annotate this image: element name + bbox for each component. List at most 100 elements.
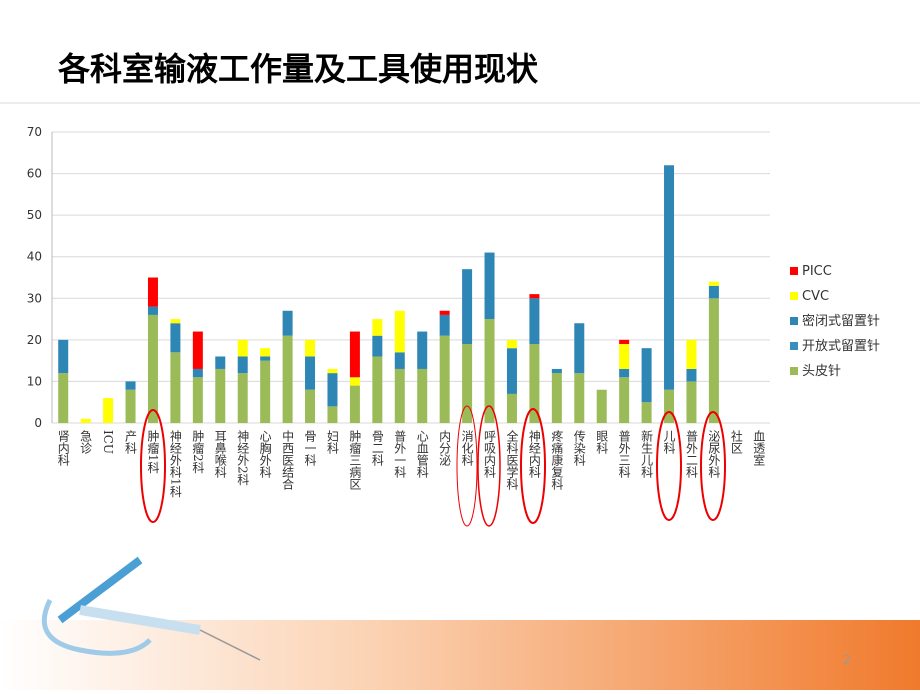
bar-segment — [125, 389, 136, 423]
legend-swatch — [790, 367, 798, 375]
bar-segment — [192, 331, 203, 369]
legend-swatch — [790, 267, 798, 275]
bar-segment — [619, 344, 630, 369]
y-tick-label: 30 — [27, 291, 42, 305]
x-tick-label: 肿瘤2科 — [191, 429, 205, 474]
x-tick-label: 神经内科 — [527, 430, 541, 478]
bar-segment — [439, 335, 450, 423]
bar-segment — [664, 389, 675, 423]
legend-label: CVC — [802, 289, 829, 304]
x-tick-label: 耳鼻喉科 — [213, 430, 227, 478]
bar-segment — [237, 356, 248, 374]
bar-segment — [282, 335, 293, 423]
y-tick-label: 60 — [27, 167, 42, 181]
y-tick-label: 10 — [27, 374, 42, 388]
bar-segment — [708, 285, 719, 299]
bar-segment — [170, 352, 181, 423]
bar-segment — [394, 352, 405, 369]
x-tick-label: 普外三科 — [617, 430, 631, 478]
bar-segment — [215, 356, 226, 369]
x-tick-label: 心胸外科 — [258, 430, 272, 478]
bar-segment — [170, 323, 181, 353]
bar-segment — [506, 339, 517, 349]
x-tick-label: 普外二科 — [684, 430, 698, 478]
x-tick-label: 产科 — [124, 430, 138, 454]
y-tick-label: 0 — [34, 416, 42, 430]
bar-segment — [686, 381, 697, 423]
bar-segment — [574, 373, 585, 423]
x-tick-label: 骨二科 — [370, 430, 384, 466]
bar-segment — [529, 298, 540, 345]
bar-segment — [417, 368, 428, 423]
bar-segment — [125, 381, 136, 390]
legend-swatch — [790, 292, 798, 300]
y-tick-label: 40 — [27, 250, 42, 264]
bar-segment — [708, 281, 719, 286]
bar-segment — [215, 368, 226, 423]
x-tick-label: 心血管科 — [415, 430, 429, 478]
x-tick-label: 骨一科 — [303, 430, 317, 466]
bar-segment — [619, 339, 630, 345]
x-tick-label: 社区 — [729, 429, 743, 454]
x-tick-label: 肿瘤三病区 — [348, 429, 362, 490]
bar-segment — [305, 339, 316, 357]
bar-segment — [147, 306, 158, 315]
y-tick-label: 70 — [27, 125, 42, 139]
bar-segment — [686, 339, 697, 369]
x-tick-label: 消化科 — [460, 430, 474, 466]
bar-segment — [574, 323, 585, 374]
bar-segment — [58, 339, 69, 374]
bar-segment — [686, 368, 697, 382]
x-tick-label: ICU — [101, 430, 115, 454]
bar-segment — [641, 348, 652, 403]
x-tick-label: 疼痛康复科 — [550, 429, 564, 490]
x-tick-label: 肿瘤1科 — [146, 429, 160, 474]
x-tick-label: 妇科 — [325, 430, 339, 454]
bar-segment — [439, 310, 450, 315]
x-tick-label: 传染科 — [572, 429, 586, 466]
x-tick-label: 泌尿外科 — [707, 430, 721, 478]
bar-segment — [170, 319, 181, 324]
bar-segment — [506, 348, 517, 394]
bar-segment — [349, 385, 360, 423]
chart: 0 10 20 30 40 50 60 70 肾内科 急诊 ICU 产科 肿瘤1科 神经外科1科 肿瘤2科耳… — [27, 125, 880, 498]
bar-segment — [551, 368, 562, 374]
x-tick-label: 儿科 — [662, 430, 676, 454]
x-tick-label: 神经外2科 — [236, 430, 250, 486]
bar-segment — [596, 389, 607, 423]
bar-segment — [327, 373, 338, 407]
bar-segment — [462, 269, 473, 345]
x-tick-label: 新生儿科 — [640, 429, 654, 478]
bar-segment — [551, 373, 562, 423]
legend-label: 密闭式留置针 — [802, 313, 880, 329]
bar-segment — [305, 356, 316, 390]
bar-segment — [506, 393, 517, 423]
bar-segment — [619, 377, 630, 423]
bar-segment — [260, 348, 271, 357]
legend-label: 开放式留置针 — [802, 339, 880, 354]
x-tick-label: 内分泌 — [438, 430, 452, 466]
bar-segment — [192, 368, 203, 378]
legend-label: 头皮针 — [802, 364, 841, 379]
bar-segment — [708, 298, 719, 423]
bar-segment — [484, 319, 495, 423]
bar-segment — [641, 402, 652, 423]
bar-segment — [664, 165, 675, 390]
bar-segment — [619, 368, 630, 378]
bar-segment — [439, 314, 450, 336]
bar-segment — [58, 373, 69, 423]
x-tick-label: 血透室 — [752, 430, 766, 466]
y-tick-label: 50 — [27, 208, 42, 222]
bar-segment — [80, 418, 91, 423]
y-tick-label: 20 — [27, 333, 42, 347]
bar-segment — [260, 360, 271, 423]
bar-segment — [147, 277, 158, 307]
x-tick-label: 中西医结合 — [281, 429, 295, 490]
bar-segment — [462, 344, 473, 423]
bar-segment — [394, 310, 405, 353]
bar-segment — [282, 310, 293, 336]
bar-segment — [192, 377, 203, 423]
bar-segment — [529, 344, 540, 423]
bar-segment — [147, 314, 158, 423]
